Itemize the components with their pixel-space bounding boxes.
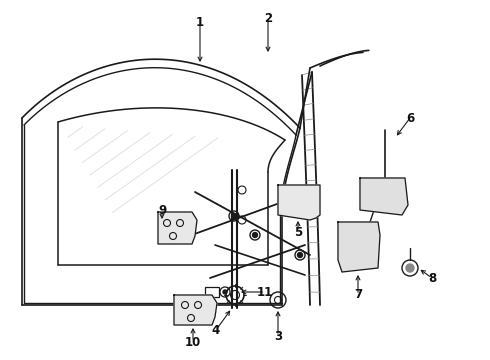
- Text: 2: 2: [264, 12, 272, 24]
- Text: 1: 1: [196, 15, 204, 28]
- Circle shape: [297, 252, 302, 257]
- Polygon shape: [278, 185, 320, 220]
- Polygon shape: [338, 222, 380, 272]
- Text: 5: 5: [294, 225, 302, 238]
- Text: 3: 3: [274, 329, 282, 342]
- Text: 8: 8: [428, 271, 436, 284]
- Circle shape: [406, 264, 414, 272]
- Circle shape: [252, 233, 258, 238]
- Polygon shape: [360, 178, 408, 215]
- Text: 9: 9: [158, 203, 166, 216]
- Text: 11: 11: [257, 285, 273, 298]
- Polygon shape: [174, 295, 217, 325]
- Circle shape: [223, 290, 227, 294]
- Bar: [205, 287, 219, 297]
- Text: 7: 7: [354, 288, 362, 302]
- Polygon shape: [158, 212, 197, 244]
- Circle shape: [231, 213, 237, 219]
- Text: 4: 4: [212, 324, 220, 337]
- Text: 10: 10: [185, 336, 201, 348]
- Text: 6: 6: [406, 112, 414, 125]
